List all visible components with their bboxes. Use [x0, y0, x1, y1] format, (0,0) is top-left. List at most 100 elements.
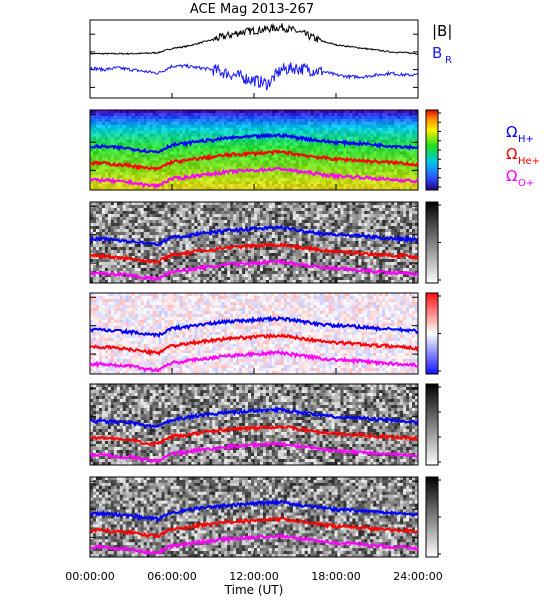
spectrogram-cell — [397, 154, 401, 158]
spectrogram-cell — [256, 130, 261, 134]
spectrogram-cell — [319, 110, 323, 114]
spectrogram-cell — [334, 205, 338, 209]
spectrogram-cell — [268, 151, 273, 155]
spectrogram-cell — [143, 253, 147, 257]
spectrogram-cell — [191, 208, 195, 212]
spectrogram-cell — [101, 115, 106, 120]
spectrogram-cell — [164, 220, 168, 224]
spectrogram-cell — [304, 184, 308, 188]
spectrogram-cell — [146, 115, 150, 120]
spectrogram-cell — [197, 178, 201, 182]
spectrogram-cell — [137, 172, 141, 176]
spectrogram-cell — [167, 154, 171, 158]
spectrogram-cell — [101, 232, 106, 236]
spectrogram-cell — [176, 250, 180, 254]
spectrogram-cell — [149, 172, 153, 176]
spectrogram-cell — [316, 214, 320, 218]
spectrogram-cell — [397, 112, 401, 117]
spectrogram-cell — [173, 148, 177, 152]
spectrogram-cell — [328, 163, 332, 167]
spectrogram-cell — [361, 235, 365, 239]
spectrogram-cell — [415, 247, 419, 251]
spectrogram-cell — [245, 208, 249, 212]
spectrogram-cell — [242, 205, 246, 209]
spectrogram-cell — [143, 244, 147, 248]
spectrogram-cell — [388, 133, 392, 137]
spectrogram-cell — [245, 223, 249, 227]
spectrogram-cell — [409, 208, 413, 212]
spectrogram-cell — [134, 142, 139, 146]
spectrogram-cell — [292, 208, 297, 212]
spectrogram-cell — [310, 229, 314, 233]
spectrogram-cell — [140, 202, 144, 206]
spectrogram-cell — [367, 247, 371, 251]
spectrogram-cell — [116, 244, 121, 248]
spectrogram-cell — [313, 250, 317, 254]
spectrogram-cell — [370, 148, 374, 152]
spectrogram-cell — [322, 151, 326, 155]
spectrogram-cell — [376, 247, 380, 251]
spectrogram-cell — [403, 157, 407, 161]
spectrogram-cell — [286, 166, 291, 170]
spectrogram-cell — [271, 205, 276, 209]
spectrogram-cell — [209, 110, 213, 114]
spectrogram-cell — [101, 151, 106, 155]
spectrogram-cell — [191, 184, 195, 188]
spectrogram-cell — [101, 187, 106, 191]
spectrogram-cell — [259, 112, 264, 117]
spectrogram-cell — [92, 184, 97, 188]
spectrogram-cell — [227, 208, 231, 212]
spectrogram-cell — [340, 202, 344, 206]
spectrogram-cell — [367, 163, 371, 167]
spectrogram-cell — [415, 175, 419, 179]
spectrogram-cell — [98, 157, 103, 161]
spectrogram-cell — [280, 121, 285, 126]
spectrogram-cell — [107, 223, 112, 227]
spectrogram-cell — [137, 220, 141, 224]
spectrogram-cell — [316, 145, 320, 149]
spectrogram-cell — [146, 250, 150, 254]
spectrogram-cell — [307, 223, 311, 227]
spectrogram-cell — [328, 244, 332, 248]
spectrogram-cell — [328, 124, 332, 129]
spectrogram-cell — [319, 226, 323, 230]
spectrogram-cell — [95, 127, 100, 132]
spectrogram-cell — [298, 142, 303, 146]
spectrogram-cell — [367, 238, 371, 242]
spectrogram-cell — [256, 148, 261, 152]
spectrogram-cell — [251, 124, 255, 129]
spectrogram-cell — [355, 118, 359, 123]
spectrogram-cell — [251, 235, 255, 239]
spectrogram-cell — [256, 220, 261, 224]
spectrogram-cell — [218, 223, 222, 227]
spectrogram-cell — [262, 127, 267, 132]
spectrogram-cell — [158, 238, 162, 242]
spectrogram-cell — [400, 133, 404, 137]
spectrogram-cell — [334, 130, 338, 134]
spectrogram-cell — [391, 163, 395, 167]
spectrogram-cell — [230, 232, 234, 236]
spectrogram-cell — [349, 208, 353, 212]
spectrogram-cell — [355, 154, 359, 158]
spectrogram-cell — [325, 187, 329, 191]
spectrogram-cell — [367, 121, 371, 126]
spectrogram-cell — [236, 241, 240, 245]
spectrogram-cell — [283, 187, 288, 191]
spectrogram-cell — [194, 154, 198, 158]
spectrogram-cell — [146, 187, 150, 191]
spectrogram-cell — [262, 214, 267, 218]
spectrogram-cell — [304, 148, 308, 152]
spectrogram-cell — [307, 226, 311, 230]
spectrogram-cell — [301, 202, 305, 206]
spectrogram-cell — [182, 238, 186, 242]
spectrogram-cell — [167, 175, 171, 179]
spectrogram-cell — [346, 136, 350, 140]
spectrogram-cell — [95, 175, 100, 179]
spectrogram-cell — [101, 154, 106, 158]
spectrogram-cell — [224, 235, 228, 239]
spectrogram-cell — [218, 208, 222, 212]
spectrogram-cell — [409, 121, 413, 126]
spectrogram-cell — [307, 148, 311, 152]
spectrogram-cell — [298, 184, 303, 188]
spectrogram-cell — [385, 175, 389, 179]
